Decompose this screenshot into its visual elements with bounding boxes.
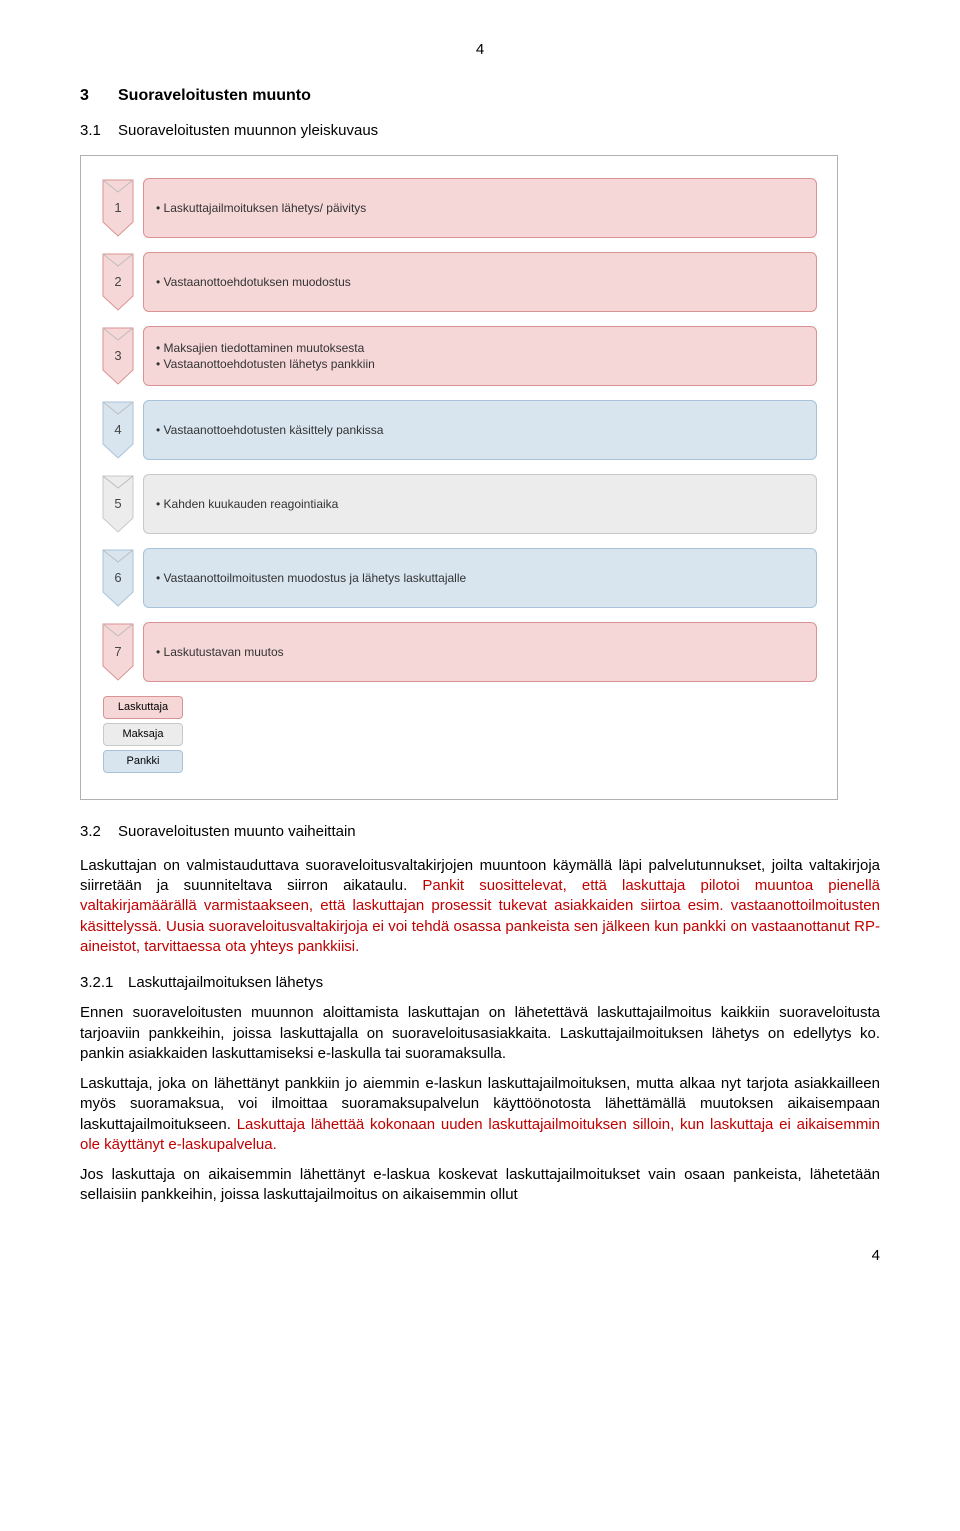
page-number-bottom: 4 <box>80 1246 880 1266</box>
diagram-step-1: 1 Laskuttajailmoituksen lähetys/ päivitys <box>101 178 817 238</box>
para-3-2-1-c: Jos laskuttaja on aikaisemmin lähettänyt… <box>80 1165 880 1206</box>
step-number: 4 <box>101 400 135 460</box>
legend-blue: Pankki <box>103 750 183 773</box>
page-number-top: 4 <box>80 40 880 60</box>
step-chevron-6: 6 <box>101 548 135 608</box>
step-body-6: Vastaanottoilmoitusten muodostus ja lähe… <box>143 548 817 608</box>
step-line: Vastaanottoehdotusten lähetys pankkiin <box>156 356 804 372</box>
diagram-legend: Laskuttaja Maksaja Pankki <box>103 696 817 773</box>
diagram-step-5: 5 Kahden kuukauden reagointiaika <box>101 474 817 534</box>
diagram-step-2: 2 Vastaanottoehdotuksen muodostus <box>101 252 817 312</box>
heading-3-2-title: Suoraveloitusten muunto vaiheittain <box>118 822 356 842</box>
step-body-4: Vastaanottoehdotusten käsittely pankissa <box>143 400 817 460</box>
step-body-2: Vastaanottoehdotuksen muodostus <box>143 252 817 312</box>
step-number: 7 <box>101 622 135 682</box>
step-body-5: Kahden kuukauden reagointiaika <box>143 474 817 534</box>
step-chevron-5: 5 <box>101 474 135 534</box>
step-body-1: Laskuttajailmoituksen lähetys/ päivitys <box>143 178 817 238</box>
heading-3-2: 3.2 Suoraveloitusten muunto vaiheittain <box>80 822 880 842</box>
heading-3-1-num: 3.1 <box>80 121 118 141</box>
diagram-step-6: 6 Vastaanottoilmoitusten muodostus ja läh… <box>101 548 817 608</box>
diagram-step-7: 7 Laskutustavan muutos <box>101 622 817 682</box>
step-chevron-3: 3 <box>101 326 135 386</box>
heading-3-1-title: Suoraveloitusten muunnon yleiskuvaus <box>118 121 378 141</box>
heading-3-title: Suoraveloitusten muunto <box>118 85 311 107</box>
legend-grey: Maksaja <box>103 723 183 746</box>
step-number: 2 <box>101 252 135 312</box>
step-line: Vastaanottoilmoitusten muodostus ja lähe… <box>156 570 804 586</box>
heading-3-num: 3 <box>80 85 118 107</box>
step-number: 5 <box>101 474 135 534</box>
step-body-3: Maksajien tiedottaminen muutoksestaVasta… <box>143 326 817 386</box>
step-chevron-1: 1 <box>101 178 135 238</box>
heading-3: 3 Suoraveloitusten muunto <box>80 85 880 107</box>
para-3-2-1-b: Laskuttaja, joka on lähettänyt pankkiin … <box>80 1074 880 1155</box>
para-3-2-1-a: Ennen suoraveloitusten muunnon aloittami… <box>80 1003 880 1064</box>
heading-3-2-1-title: Laskuttajailmoituksen lähetys <box>128 973 323 993</box>
legend-pink: Laskuttaja <box>103 696 183 719</box>
step-body-7: Laskutustavan muutos <box>143 622 817 682</box>
step-number: 6 <box>101 548 135 608</box>
heading-3-2-num: 3.2 <box>80 822 118 842</box>
step-line: Laskuttajailmoituksen lähetys/ päivitys <box>156 200 804 216</box>
step-number: 1 <box>101 178 135 238</box>
para-3-2-intro: Laskuttajan on valmistauduttava suoravel… <box>80 856 880 957</box>
diagram-step-4: 4 Vastaanottoehdotusten käsittely pankiss… <box>101 400 817 460</box>
step-chevron-2: 2 <box>101 252 135 312</box>
heading-3-2-1-num: 3.2.1 <box>80 973 128 993</box>
step-line: Vastaanottoehdotusten käsittely pankissa <box>156 422 804 438</box>
step-number: 3 <box>101 326 135 386</box>
step-line: Maksajien tiedottaminen muutoksesta <box>156 340 804 356</box>
step-chevron-7: 7 <box>101 622 135 682</box>
process-diagram: 1 Laskuttajailmoituksen lähetys/ päivitys… <box>80 155 838 800</box>
heading-3-2-1: 3.2.1 Laskuttajailmoituksen lähetys <box>80 973 880 993</box>
step-chevron-4: 4 <box>101 400 135 460</box>
diagram-step-3: 3Maksajien tiedottaminen muutoksestaVast… <box>101 326 817 386</box>
step-line: Laskutustavan muutos <box>156 644 804 660</box>
step-line: Kahden kuukauden reagointiaika <box>156 496 804 512</box>
step-line: Vastaanottoehdotuksen muodostus <box>156 274 804 290</box>
heading-3-1: 3.1 Suoraveloitusten muunnon yleiskuvaus <box>80 121 880 141</box>
